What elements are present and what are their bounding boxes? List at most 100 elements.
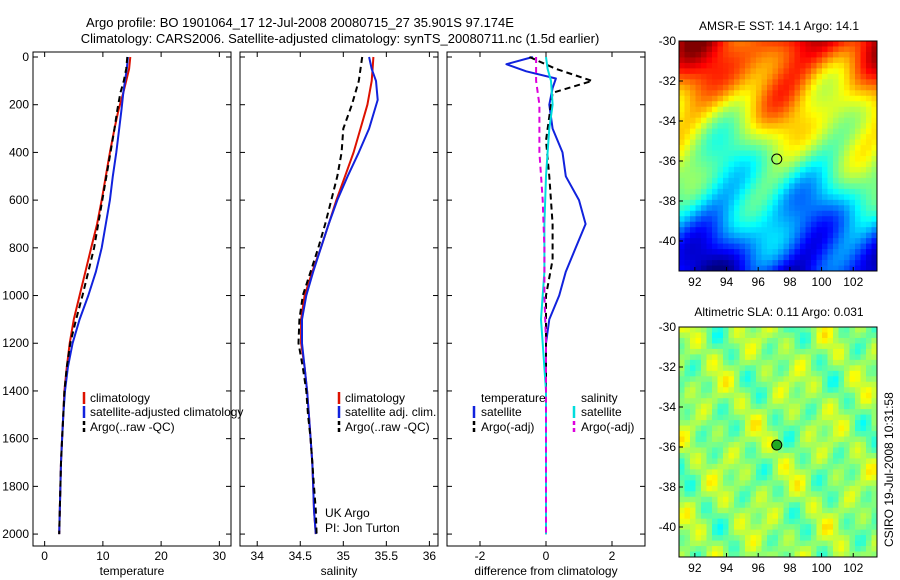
- heatmap-cell: [690, 343, 696, 350]
- heatmap-cell: [789, 194, 795, 201]
- heatmap-cell: [772, 243, 779, 250]
- heatmap-cell: [712, 51, 718, 58]
- heatmap-cell: [833, 90, 839, 97]
- heatmap-cell: [767, 381, 773, 388]
- heatmap-cell: [849, 403, 856, 410]
- heatmap-cell: [866, 150, 872, 157]
- difference-legend: temperature satellite Argo(-adj) salinit…: [472, 391, 634, 434]
- heatmap-cell: [783, 436, 790, 443]
- heatmap-cell: [717, 414, 724, 421]
- heatmap-cell: [712, 156, 718, 162]
- heatmap-cell: [855, 343, 861, 350]
- heatmap-cell: [761, 420, 768, 426]
- heatmap-cell: [712, 101, 718, 108]
- heatmap-cell: [805, 348, 812, 355]
- heatmap-cell: [805, 365, 812, 372]
- heatmap-cell: [767, 540, 773, 547]
- legend-group-title-salinity: salinity: [581, 391, 618, 405]
- heatmap-cell: [772, 540, 779, 547]
- heatmap-cell: [860, 150, 867, 157]
- heatmap-cell: [690, 332, 696, 339]
- heatmap-cell: [695, 183, 702, 190]
- heatmap-cell: [778, 458, 784, 465]
- heatmap-cell: [800, 431, 806, 437]
- heatmap-cell: [712, 177, 718, 184]
- heatmap-cell: [761, 381, 768, 388]
- heatmap-cell: [849, 188, 856, 195]
- heatmap-cell: [789, 359, 795, 366]
- heatmap-cell: [761, 249, 768, 255]
- heatmap-cells: [679, 41, 878, 272]
- heatmap-cell: [789, 518, 795, 525]
- heatmap-cell: [717, 359, 724, 366]
- heatmap-cell: [706, 392, 713, 399]
- heatmap-cell: [723, 254, 729, 261]
- heatmap-cell: [723, 359, 729, 366]
- heatmap-cell: [871, 112, 878, 119]
- heatmap-cell: [739, 359, 746, 366]
- heatmap-cell: [833, 265, 839, 272]
- heatmap-cell: [767, 128, 773, 135]
- heatmap-cell: [844, 381, 850, 388]
- heatmap-cell: [706, 447, 713, 454]
- heatmap-cell: [728, 398, 735, 405]
- heatmap-cell: [717, 84, 724, 91]
- heatmap-cell: [695, 403, 702, 410]
- heatmap-cell: [866, 496, 872, 503]
- heatmap-cell: [750, 458, 757, 465]
- heatmap-cell: [778, 474, 784, 481]
- heatmap-cell: [761, 524, 768, 531]
- heatmap-cell: [756, 398, 762, 405]
- heatmap-cell: [772, 249, 779, 255]
- heatmap-cell: [761, 172, 768, 179]
- heatmap-cell: [728, 392, 735, 399]
- heatmap-cell: [679, 260, 685, 266]
- heatmap-cell: [679, 442, 685, 448]
- heatmap-cell: [734, 392, 740, 399]
- heatmap-cell: [833, 409, 839, 416]
- heatmap-cell: [739, 431, 746, 437]
- heatmap-cell: [827, 57, 834, 64]
- heatmap-cell: [794, 431, 801, 437]
- heatmap-cell: [717, 535, 724, 541]
- heatmap-cell: [767, 84, 773, 91]
- heatmap-cell: [855, 134, 861, 140]
- heatmap-cell: [750, 425, 757, 432]
- heatmap-cell: [789, 354, 795, 361]
- heatmap-cell: [871, 370, 878, 377]
- heatmap-cell: [712, 150, 718, 157]
- heatmap-cell: [739, 485, 746, 492]
- heatmap-cell: [750, 188, 757, 195]
- heatmap-cell: [800, 518, 806, 525]
- heatmap-cell: [734, 469, 740, 476]
- heatmap-cell: [772, 502, 779, 509]
- heatmap-cell: [838, 436, 845, 443]
- heatmap-cell: [745, 51, 751, 58]
- heatmap-cell: [739, 436, 746, 443]
- heatmap-cell: [789, 95, 795, 102]
- heatmap-cell: [734, 502, 740, 509]
- heatmap-cell: [811, 348, 817, 355]
- heatmap-cell: [690, 502, 696, 509]
- heatmap-cell: [838, 392, 845, 399]
- heatmap-cell: [827, 496, 834, 503]
- heatmap-cell: [844, 431, 850, 437]
- heatmap-cell: [794, 403, 801, 410]
- heatmap-cell: [860, 161, 867, 168]
- heatmap-cell: [822, 254, 828, 261]
- heatmap-cell: [838, 123, 845, 130]
- heatmap-cell: [679, 243, 685, 250]
- heatmap-cell: [866, 469, 872, 476]
- heatmap-cell: [866, 79, 872, 86]
- sst-map: 92 94 96 98 100 102-30-32-34-36-38-40: [659, 34, 878, 289]
- heatmap-cell: [833, 551, 839, 558]
- heatmap-cell: [712, 265, 718, 272]
- heatmap-cell: [701, 491, 707, 498]
- heatmap-cell: [855, 491, 861, 498]
- heatmap-cell: [712, 491, 718, 498]
- legend-label: satellite-adjusted climatology: [90, 405, 243, 419]
- heatmap-cell: [739, 551, 746, 558]
- heatmap-cell: [723, 51, 729, 58]
- heatmap-cell: [805, 480, 812, 487]
- heatmap-cell: [745, 376, 751, 383]
